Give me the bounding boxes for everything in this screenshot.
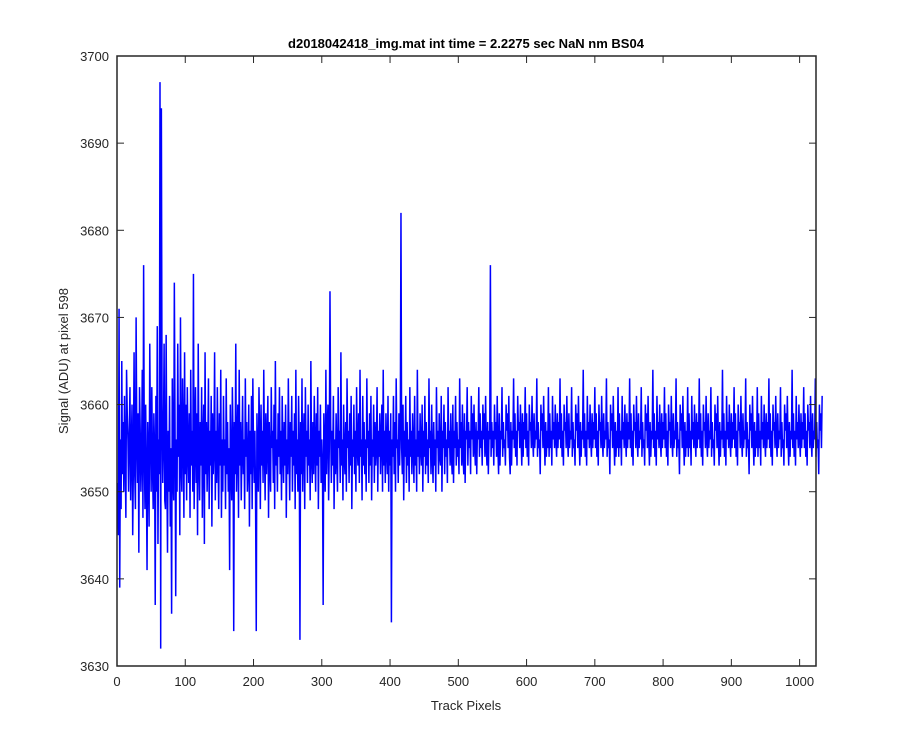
axes-box: [116, 55, 817, 667]
series-line-0: [116, 82, 823, 649]
x-tick-label: 100: [174, 674, 196, 689]
y-axis: 3630 3640 3650 3660 3670 3680 3690 3700: [80, 49, 816, 674]
chart-title: d2018042418_img.mat int time = 2.2275 se…: [288, 36, 645, 51]
plot-area: [117, 56, 816, 666]
x-tick-label: 800: [652, 674, 674, 689]
x-tick-label: 500: [447, 674, 469, 689]
x-tick-label: 200: [243, 674, 265, 689]
y-tick-label: 3690: [80, 136, 109, 151]
y-tick-label: 3680: [80, 223, 109, 238]
y-tick-label: 3700: [80, 49, 109, 64]
y-tick-label: 3670: [80, 310, 109, 325]
x-axis: 0 100 200 300 400 500 600 700 800 900 1000: [113, 56, 814, 689]
x-tick-label: 300: [311, 674, 333, 689]
y-tick-label: 3630: [80, 659, 109, 674]
x-tick-label: 700: [584, 674, 606, 689]
x-tick-label: 0: [113, 674, 120, 689]
y-tick-label: 3650: [80, 485, 109, 500]
series-layer: [116, 82, 823, 649]
x-tick-label: 1000: [785, 674, 814, 689]
y-axis-label: Signal (ADU) at pixel 598: [56, 288, 71, 434]
x-tick-label: 400: [379, 674, 401, 689]
x-axis-label: Track Pixels: [431, 698, 502, 713]
x-tick-label: 600: [516, 674, 538, 689]
x-tick-label: 900: [721, 674, 743, 689]
y-tick-label: 3640: [80, 572, 109, 587]
y-tick-label: 3660: [80, 398, 109, 413]
